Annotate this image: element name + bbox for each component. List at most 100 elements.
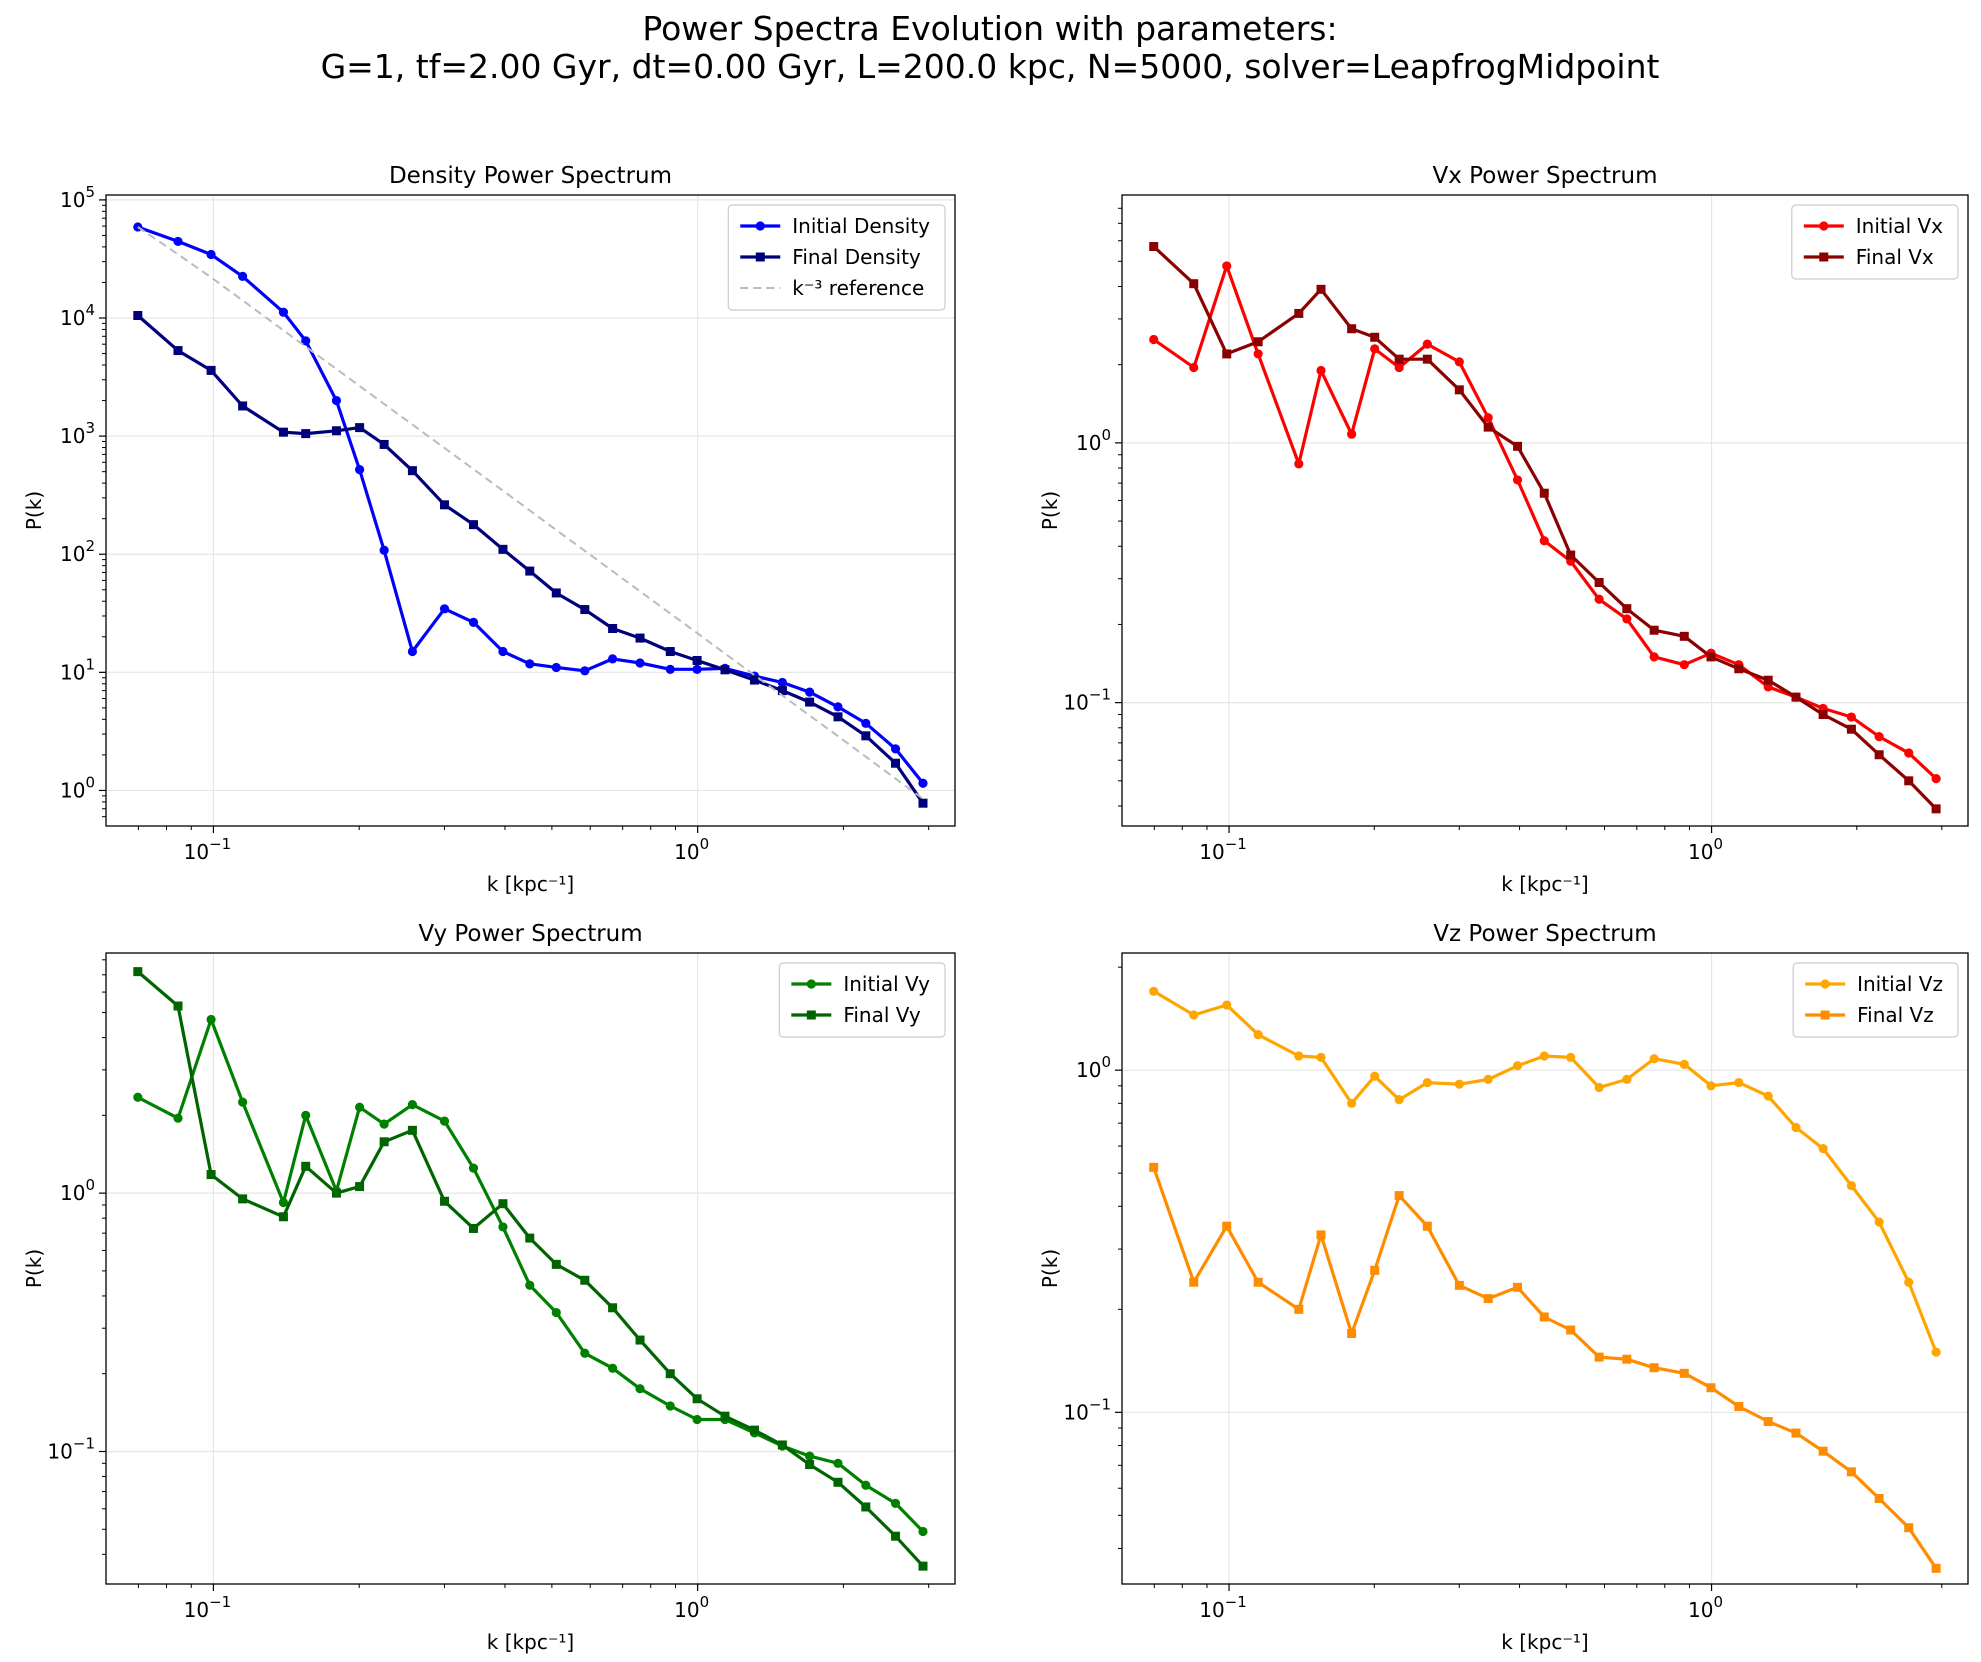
data-point-initial-vy bbox=[525, 1280, 535, 1290]
data-point-initial-density bbox=[525, 659, 535, 669]
data-point-final-vy bbox=[278, 1212, 288, 1222]
data-point-final-vz bbox=[1818, 1446, 1828, 1456]
data-point-final-vy bbox=[805, 1460, 815, 1470]
data-point-initial-vz bbox=[1594, 1082, 1604, 1093]
data-point-final-vz bbox=[1222, 1221, 1232, 1231]
data-point-initial-vz bbox=[1149, 986, 1159, 996]
data-point-final-density bbox=[498, 544, 508, 554]
data-point-initial-density bbox=[439, 604, 450, 614]
legend-label-final-vy: Final Vy bbox=[843, 1003, 921, 1027]
data-point-final-vy bbox=[720, 1411, 730, 1421]
data-point-final-vz bbox=[1649, 1363, 1659, 1373]
legend-label-final-vx: Final Vx bbox=[1856, 245, 1934, 269]
data-point-final-vz bbox=[1422, 1221, 1432, 1231]
y-tick-exponent: 2 bbox=[85, 537, 95, 555]
data-point-initial-vx bbox=[1294, 459, 1304, 469]
data-point-initial-vx bbox=[1253, 349, 1263, 359]
data-point-final-vy bbox=[833, 1477, 843, 1487]
data-point-final-vz bbox=[1370, 1265, 1380, 1275]
data-point-final-vx bbox=[1483, 422, 1493, 432]
legend: Initial Vx Final Vx bbox=[1791, 204, 1959, 280]
x-tick-exponent: 0 bbox=[700, 1593, 710, 1611]
plot-area bbox=[133, 967, 928, 1571]
data-point-initial-density bbox=[355, 465, 365, 475]
series-line-final-vz bbox=[1152, 1166, 1938, 1570]
data-point-final-vx bbox=[1594, 578, 1604, 588]
data-point-initial-density bbox=[777, 677, 787, 688]
data-point-final-vz bbox=[1734, 1402, 1744, 1412]
data-point-final-vy bbox=[749, 1425, 759, 1435]
data-point-final-vz bbox=[1316, 1230, 1326, 1240]
data-point-final-density bbox=[278, 427, 288, 437]
y-tick-exponent: 0 bbox=[1101, 1053, 1111, 1071]
data-point-initial-vy bbox=[439, 1116, 450, 1126]
data-point-final-vz bbox=[1294, 1304, 1304, 1314]
data-point-initial-density bbox=[833, 702, 843, 712]
data-point-initial-density bbox=[665, 664, 675, 674]
data-point-initial-density bbox=[861, 718, 871, 728]
data-point-initial-density bbox=[301, 336, 311, 346]
data-point-initial-vx bbox=[1454, 357, 1464, 367]
data-point-final-vx bbox=[1763, 675, 1773, 685]
data-point-final-vx bbox=[1734, 664, 1744, 674]
data-point-initial-vy bbox=[173, 1113, 183, 1123]
data-point-final-vy bbox=[861, 1502, 871, 1512]
data-point-final-vz bbox=[1763, 1417, 1773, 1427]
data-point-final-vx bbox=[1370, 332, 1380, 342]
data-point-initial-vx bbox=[1394, 362, 1404, 373]
y-tick-label: 100 bbox=[1076, 426, 1111, 455]
data-point-initial-vy bbox=[379, 1119, 389, 1129]
x-tick-exponent: −1 bbox=[1225, 1593, 1247, 1611]
series-line-k-reference bbox=[137, 226, 924, 800]
data-point-final-vx bbox=[1622, 604, 1632, 614]
legend: Initial Density Final Density k⁻³ referenc… bbox=[727, 204, 946, 311]
x-tick-exponent: 0 bbox=[1714, 1593, 1724, 1611]
data-point-final-vy bbox=[440, 1196, 450, 1206]
data-point-initial-vz bbox=[1706, 1081, 1716, 1091]
data-point-initial-vy bbox=[355, 1102, 365, 1112]
data-point-final-vy bbox=[777, 1440, 787, 1450]
data-point-initial-density bbox=[206, 249, 216, 260]
data-point-final-vy bbox=[206, 1170, 216, 1180]
data-point-final-density bbox=[891, 758, 901, 768]
data-point-final-vx bbox=[1454, 385, 1464, 395]
data-point-final-vy bbox=[238, 1194, 248, 1204]
data-point-initial-vx bbox=[1539, 536, 1549, 546]
data-point-initial-vx bbox=[1649, 652, 1659, 662]
data-point-final-vz bbox=[1874, 1493, 1884, 1503]
series-line-final-vy bbox=[136, 970, 925, 1568]
x-axis-label: k [kpc⁻¹] bbox=[487, 872, 574, 896]
data-point-final-density bbox=[551, 588, 561, 598]
y-tick-exponent: 0 bbox=[1101, 426, 1111, 444]
legend-box bbox=[1791, 204, 1959, 280]
x-tick-label: 100 bbox=[674, 1593, 709, 1622]
data-point-initial-density bbox=[331, 395, 342, 406]
axes-frame bbox=[105, 194, 956, 827]
data-point-initial-vy bbox=[918, 1526, 928, 1537]
data-point-final-density bbox=[238, 401, 248, 411]
data-point-final-vx bbox=[1253, 337, 1263, 347]
data-point-final-vz bbox=[1679, 1368, 1689, 1378]
data-point-final-density bbox=[379, 439, 389, 449]
data-point-initial-density bbox=[918, 778, 928, 788]
data-point-final-density bbox=[331, 426, 341, 436]
x-tick-exponent: −1 bbox=[1225, 835, 1247, 853]
data-point-initial-vz bbox=[1253, 1030, 1263, 1040]
data-point-final-vz bbox=[1347, 1328, 1357, 1338]
data-point-final-vx bbox=[1347, 324, 1357, 334]
data-point-initial-vx bbox=[1189, 362, 1199, 373]
legend-label-final-vz: Final Vz bbox=[1857, 1003, 1934, 1027]
data-point-final-vy bbox=[133, 967, 143, 977]
data-point-initial-vz bbox=[1649, 1054, 1659, 1064]
x-tick-exponent: −1 bbox=[209, 835, 231, 853]
legend-label-initial-vx: Initial Vx bbox=[1856, 214, 1943, 238]
data-point-initial-vx bbox=[1622, 614, 1632, 624]
data-point-final-vz bbox=[1594, 1352, 1604, 1362]
data-point-final-vz bbox=[1791, 1428, 1801, 1438]
data-point-final-vx bbox=[1846, 724, 1856, 734]
x-tick-exponent: −1 bbox=[209, 1593, 231, 1611]
legend-label-initial-vy: Initial Vy bbox=[843, 972, 930, 996]
x-tick-label: 10−1 bbox=[1199, 1593, 1247, 1622]
data-point-final-density bbox=[440, 500, 450, 510]
plot-area bbox=[133, 222, 928, 808]
